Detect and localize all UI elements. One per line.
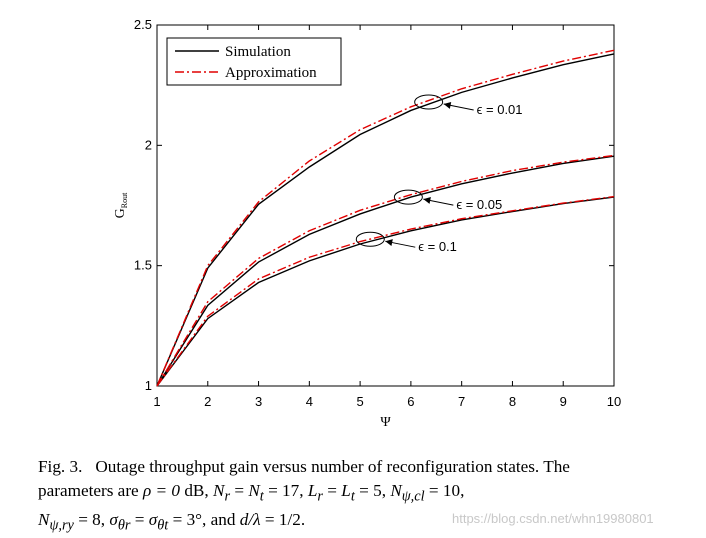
caption-text: = 5, xyxy=(354,480,391,500)
series-line xyxy=(156,154,615,387)
caption-line-3: Nψ,ry = 8, σθr = σθt = 3°, and d/λ = 1/2… xyxy=(38,508,693,538)
y-tick-label: 1.5 xyxy=(134,258,152,273)
y-tick-label: 1 xyxy=(145,378,152,393)
caption-math: σ xyxy=(148,510,158,530)
x-tick-label: 2 xyxy=(204,394,211,409)
x-tick-label: 4 xyxy=(306,394,313,409)
x-axis-label: Ψ xyxy=(380,415,391,430)
caption-math: d/λ xyxy=(239,510,261,530)
caption-text: = 8, xyxy=(73,510,110,530)
chart-axes xyxy=(156,24,615,387)
chart-annotations: ϵ = 0.01 ϵ = 0.05 ϵ = 0.1 xyxy=(355,94,523,254)
annotation-arrow-head xyxy=(385,239,393,246)
caption-math-sub: r xyxy=(317,487,323,504)
caption-text: = 1/2. xyxy=(260,510,306,530)
series-line xyxy=(156,53,615,387)
x-tick-label: 8 xyxy=(509,394,516,409)
annotation-arrow-head xyxy=(423,197,431,204)
annotation-ellipse xyxy=(414,94,444,110)
figure-caption: Fig. 3. Outage throughput gain versus nu… xyxy=(38,455,693,538)
caption-text: = xyxy=(322,480,342,500)
caption-math-sub: ψ,ry xyxy=(49,517,74,534)
annotation-ellipse xyxy=(355,231,385,247)
caption-line-2: parameters are ρ = 0 dB, Nr = Nt = 17, L… xyxy=(38,479,693,509)
caption-text: = xyxy=(130,510,149,530)
caption-line-1: Fig. 3. Outage throughput gain versus nu… xyxy=(38,455,693,479)
series-line xyxy=(156,195,615,387)
x-tick-label: 7 xyxy=(458,394,465,409)
caption-math-sub: r xyxy=(224,487,231,504)
chart-legend: Simulation Approximation xyxy=(166,37,342,86)
caption-text: parameters are xyxy=(38,480,143,500)
legend-box xyxy=(166,37,342,86)
caption-math: ρ = 0 xyxy=(142,480,181,500)
x-tick-label: 9 xyxy=(560,394,567,409)
caption-math-sub: θt xyxy=(157,517,169,534)
caption-text: = 10, xyxy=(424,480,465,500)
annotation-arrow-head xyxy=(443,101,452,109)
series-line xyxy=(156,155,615,387)
caption-math: N xyxy=(38,510,50,530)
y-axis-label: GRout xyxy=(113,192,129,218)
x-tick-label: 1 xyxy=(153,394,160,409)
annotation-label: ϵ = 0.05 xyxy=(456,197,502,212)
caption-math: N xyxy=(212,480,225,500)
annotation-label: ϵ = 0.01 xyxy=(477,102,523,117)
annotation-label: ϵ = 0.1 xyxy=(418,239,457,254)
caption-text: = 3°, and xyxy=(168,510,240,530)
caption-math: L xyxy=(341,480,351,500)
legend-entry-label: Simulation xyxy=(225,44,291,60)
y-tick-label: 2.5 xyxy=(134,17,152,32)
y-tick-label: 2 xyxy=(145,137,152,152)
y-axis-label-sub: Rout xyxy=(120,192,129,208)
caption-math-sub: ψ,cl xyxy=(401,487,425,504)
caption-label: Fig. 3. xyxy=(38,457,83,476)
caption-text: = xyxy=(230,480,249,500)
legend-entry-label: Approximation xyxy=(225,65,317,81)
watermark-text: https://blog.csdn.net/whn19980801 xyxy=(452,511,654,526)
series-line xyxy=(156,196,615,387)
chart-ticks: 1 2 3 4 5 6 7 8 9 10 1 1.5 2 2.5 xyxy=(134,17,621,409)
x-tick-label: 5 xyxy=(356,394,363,409)
caption-text: dB, xyxy=(180,480,213,500)
caption-math: σ xyxy=(109,510,118,530)
caption-text: = 17, xyxy=(263,480,308,500)
series-line xyxy=(156,49,615,387)
caption-text-1: Outage throughput gain versus number of … xyxy=(95,457,570,476)
caption-math: N xyxy=(248,480,260,500)
caption-math-sub: t xyxy=(350,487,355,504)
plot-frame xyxy=(156,24,615,387)
caption-math: L xyxy=(307,480,318,500)
caption-math-sub: t xyxy=(259,487,264,504)
chart-series-layer xyxy=(156,49,615,387)
caption-math: N xyxy=(390,480,402,500)
caption-math-sub: θr xyxy=(117,517,131,534)
annotation-ellipse xyxy=(393,189,423,205)
x-tick-label: 10 xyxy=(607,394,621,409)
x-tick-label: 6 xyxy=(407,394,414,409)
x-tick-label: 3 xyxy=(255,394,262,409)
y-axis-label-main: G xyxy=(113,208,128,218)
